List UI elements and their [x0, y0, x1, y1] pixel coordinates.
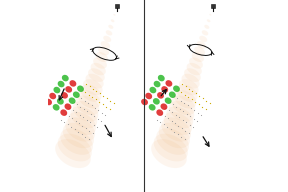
Ellipse shape [153, 98, 160, 105]
Polygon shape [207, 19, 211, 22]
Ellipse shape [65, 86, 72, 93]
Ellipse shape [49, 93, 56, 99]
Polygon shape [202, 30, 208, 36]
Polygon shape [65, 117, 95, 142]
Polygon shape [179, 79, 199, 95]
Ellipse shape [61, 92, 68, 99]
Polygon shape [166, 107, 193, 128]
Polygon shape [91, 63, 106, 75]
Polygon shape [171, 96, 195, 115]
Ellipse shape [154, 81, 160, 87]
Polygon shape [204, 25, 209, 29]
Polygon shape [93, 57, 107, 69]
Polygon shape [174, 90, 196, 108]
Polygon shape [106, 30, 112, 36]
Polygon shape [70, 107, 97, 128]
Ellipse shape [145, 93, 152, 99]
Polygon shape [108, 25, 113, 29]
Polygon shape [116, 8, 117, 9]
Ellipse shape [69, 97, 75, 104]
Polygon shape [83, 79, 103, 95]
Polygon shape [63, 123, 94, 148]
Polygon shape [189, 57, 203, 69]
Polygon shape [199, 36, 207, 42]
Polygon shape [58, 134, 92, 161]
Polygon shape [98, 46, 109, 55]
Ellipse shape [53, 104, 60, 111]
Polygon shape [197, 41, 206, 49]
Polygon shape [68, 112, 96, 135]
Polygon shape [212, 8, 213, 9]
Polygon shape [96, 52, 108, 62]
Polygon shape [184, 68, 201, 82]
Polygon shape [55, 139, 91, 168]
Ellipse shape [149, 87, 156, 93]
Polygon shape [159, 123, 190, 148]
Ellipse shape [161, 86, 168, 93]
Bar [211, 4, 215, 8]
Ellipse shape [45, 99, 52, 105]
Polygon shape [181, 74, 200, 89]
Polygon shape [151, 139, 187, 168]
Ellipse shape [165, 80, 172, 87]
Ellipse shape [54, 87, 60, 93]
Polygon shape [111, 19, 114, 22]
Ellipse shape [149, 104, 156, 111]
Polygon shape [209, 14, 211, 16]
Polygon shape [80, 85, 101, 102]
Ellipse shape [160, 103, 167, 110]
Polygon shape [164, 112, 192, 135]
Polygon shape [103, 36, 111, 42]
Polygon shape [154, 134, 188, 161]
Ellipse shape [157, 92, 164, 99]
Ellipse shape [73, 91, 80, 98]
Polygon shape [101, 41, 110, 49]
Ellipse shape [77, 85, 84, 92]
Ellipse shape [165, 97, 172, 104]
Polygon shape [60, 128, 93, 155]
Ellipse shape [65, 103, 71, 110]
Polygon shape [169, 101, 194, 122]
Ellipse shape [169, 91, 176, 98]
Polygon shape [113, 14, 115, 16]
Ellipse shape [158, 75, 165, 81]
Polygon shape [194, 46, 205, 55]
Ellipse shape [156, 109, 163, 116]
Ellipse shape [69, 80, 76, 87]
Ellipse shape [57, 98, 64, 105]
Ellipse shape [173, 85, 180, 92]
Ellipse shape [60, 109, 67, 116]
Polygon shape [187, 63, 202, 75]
Polygon shape [156, 128, 189, 155]
Polygon shape [192, 52, 204, 62]
Polygon shape [75, 96, 99, 115]
Ellipse shape [62, 75, 69, 81]
Bar [115, 4, 119, 8]
Ellipse shape [58, 81, 65, 87]
Polygon shape [88, 68, 105, 82]
Polygon shape [78, 90, 101, 108]
Polygon shape [86, 74, 104, 89]
Polygon shape [177, 85, 198, 102]
Ellipse shape [141, 99, 148, 105]
Polygon shape [161, 117, 191, 142]
Polygon shape [73, 101, 98, 122]
